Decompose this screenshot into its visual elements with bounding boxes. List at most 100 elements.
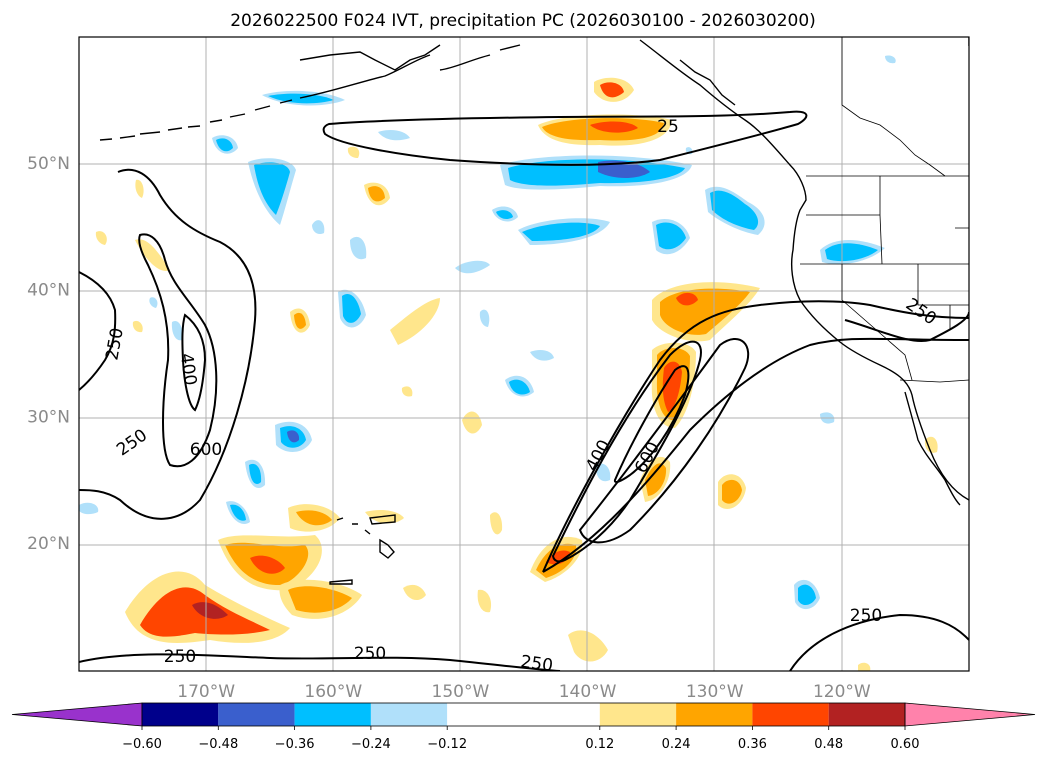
lat-tick-label: 20°N bbox=[27, 534, 70, 554]
ivt-contour-250 bbox=[322, 110, 808, 166]
north-america-coastline bbox=[299, 37, 969, 501]
contour-label: 250 bbox=[354, 644, 386, 664]
negative-patch bbox=[230, 504, 246, 521]
negative-patch bbox=[342, 294, 361, 323]
negative-patch bbox=[509, 379, 530, 395]
positive-patch bbox=[296, 510, 332, 526]
ivt-contour-250 bbox=[79, 271, 117, 391]
colorbar-cell bbox=[752, 703, 829, 726]
positive-patch bbox=[135, 239, 170, 271]
colorbar-tick-label: 0.36 bbox=[738, 737, 767, 752]
ivt-contour-250 bbox=[789, 613, 969, 671]
negative-patch bbox=[479, 309, 490, 327]
colorbar-cell bbox=[370, 703, 448, 726]
negative-patch bbox=[798, 584, 816, 606]
colorbar-cell bbox=[294, 703, 371, 726]
positive-patch bbox=[132, 320, 143, 333]
colorbar-cell bbox=[828, 703, 905, 726]
ivt-contour-600 bbox=[613, 365, 690, 484]
colorbar-cell bbox=[447, 703, 600, 726]
lat-axis: 20°N 30°N 40°N 50°N bbox=[27, 154, 70, 554]
negative-patch bbox=[249, 463, 262, 484]
negative-patch bbox=[312, 220, 325, 235]
positive-patch bbox=[462, 411, 482, 434]
positive-patch bbox=[403, 584, 426, 601]
coastlines bbox=[99, 37, 969, 585]
hawaii-islands bbox=[336, 517, 395, 559]
lat-tick-label: 40°N bbox=[27, 281, 70, 301]
negative-patch bbox=[530, 350, 554, 361]
positive-patch bbox=[95, 231, 107, 245]
positive-patch bbox=[390, 298, 440, 345]
negative-patch bbox=[885, 55, 896, 64]
positive-patch bbox=[662, 361, 682, 412]
positive-patch bbox=[135, 179, 144, 198]
colorbar-extend-max bbox=[904, 702, 1036, 727]
positive-patch bbox=[676, 292, 698, 306]
colorbar-cell bbox=[599, 703, 677, 726]
positive-patch bbox=[477, 589, 492, 613]
contour-label: 250 bbox=[519, 652, 554, 676]
colorbar-tick-label: 0.12 bbox=[585, 737, 614, 752]
negative-patch bbox=[595, 463, 611, 482]
lat-tick-label: 30°N bbox=[27, 407, 70, 427]
lon-tick-label: 150°W bbox=[432, 682, 490, 702]
ivt-contour-600 bbox=[181, 313, 207, 412]
colorbar-cell bbox=[218, 703, 295, 726]
colorbar-tick-label: −0.36 bbox=[275, 737, 315, 752]
ivt-contour-250 bbox=[79, 653, 561, 671]
ivt-contour-400 bbox=[138, 233, 218, 468]
colorbar-tick-label: −0.60 bbox=[122, 737, 162, 752]
map-area: 250 250 250 250 250 400 600 400 600 250 … bbox=[78, 36, 970, 676]
positive-patch bbox=[858, 662, 871, 671]
us-state-borders bbox=[800, 176, 969, 381]
negative-patch bbox=[287, 430, 300, 443]
colorbar-cell bbox=[142, 703, 219, 726]
islet bbox=[369, 514, 396, 525]
contour-label: 25 bbox=[657, 117, 679, 137]
chart-title: 2026022500 F024 IVT, precipitation PC (2… bbox=[230, 11, 816, 31]
positive-anomaly-patches bbox=[95, 77, 938, 671]
negative-patch bbox=[216, 138, 233, 152]
negative-patch bbox=[254, 162, 290, 215]
country-borders bbox=[800, 37, 969, 383]
colorbar-tick-label: −0.24 bbox=[351, 737, 391, 752]
negative-patch bbox=[508, 159, 685, 186]
positive-patch bbox=[924, 436, 938, 453]
contour-label: 250 bbox=[164, 647, 196, 667]
ivt-contour-250 bbox=[79, 168, 257, 520]
positive-patch bbox=[568, 630, 608, 662]
contour-label: 600 bbox=[190, 440, 222, 460]
aleutian-islands bbox=[99, 99, 293, 141]
negative-patch bbox=[455, 260, 490, 274]
positive-patch bbox=[645, 463, 667, 496]
positive-patch bbox=[294, 312, 306, 329]
negative-patch bbox=[350, 236, 367, 260]
ivt-contour-250 bbox=[844, 311, 969, 342]
ivt-contours bbox=[79, 110, 969, 671]
positive-patch bbox=[600, 82, 624, 98]
colorbar-tick-label: −0.12 bbox=[427, 737, 467, 752]
islet bbox=[329, 579, 353, 585]
negative-patch bbox=[171, 320, 183, 341]
positive-patch bbox=[250, 555, 285, 574]
baja-coastline bbox=[904, 391, 961, 506]
negative-patch bbox=[496, 210, 513, 220]
negative-patch bbox=[79, 502, 99, 515]
positive-patch bbox=[490, 512, 503, 535]
colorbar: −0.60 −0.48 −0.36 −0.24 −0.12 0.12 0.24 0.36 0.4… bbox=[11, 702, 1036, 752]
contour-label: 250 bbox=[850, 606, 882, 626]
lon-tick-label: 120°W bbox=[813, 682, 871, 702]
negative-patch bbox=[825, 243, 878, 262]
positive-patch bbox=[347, 146, 360, 158]
positive-patch bbox=[368, 186, 385, 202]
ivt-contour-400 bbox=[578, 338, 750, 544]
negative-patch bbox=[522, 222, 600, 241]
negative-patch bbox=[710, 190, 759, 230]
colorbar-tick-label: 0.48 bbox=[814, 737, 843, 752]
positive-patch bbox=[590, 121, 638, 133]
precipitation-shading bbox=[79, 55, 938, 671]
negative-patch bbox=[378, 130, 410, 141]
lon-tick-label: 160°W bbox=[304, 682, 362, 702]
alaska-canada-border bbox=[841, 37, 946, 177]
